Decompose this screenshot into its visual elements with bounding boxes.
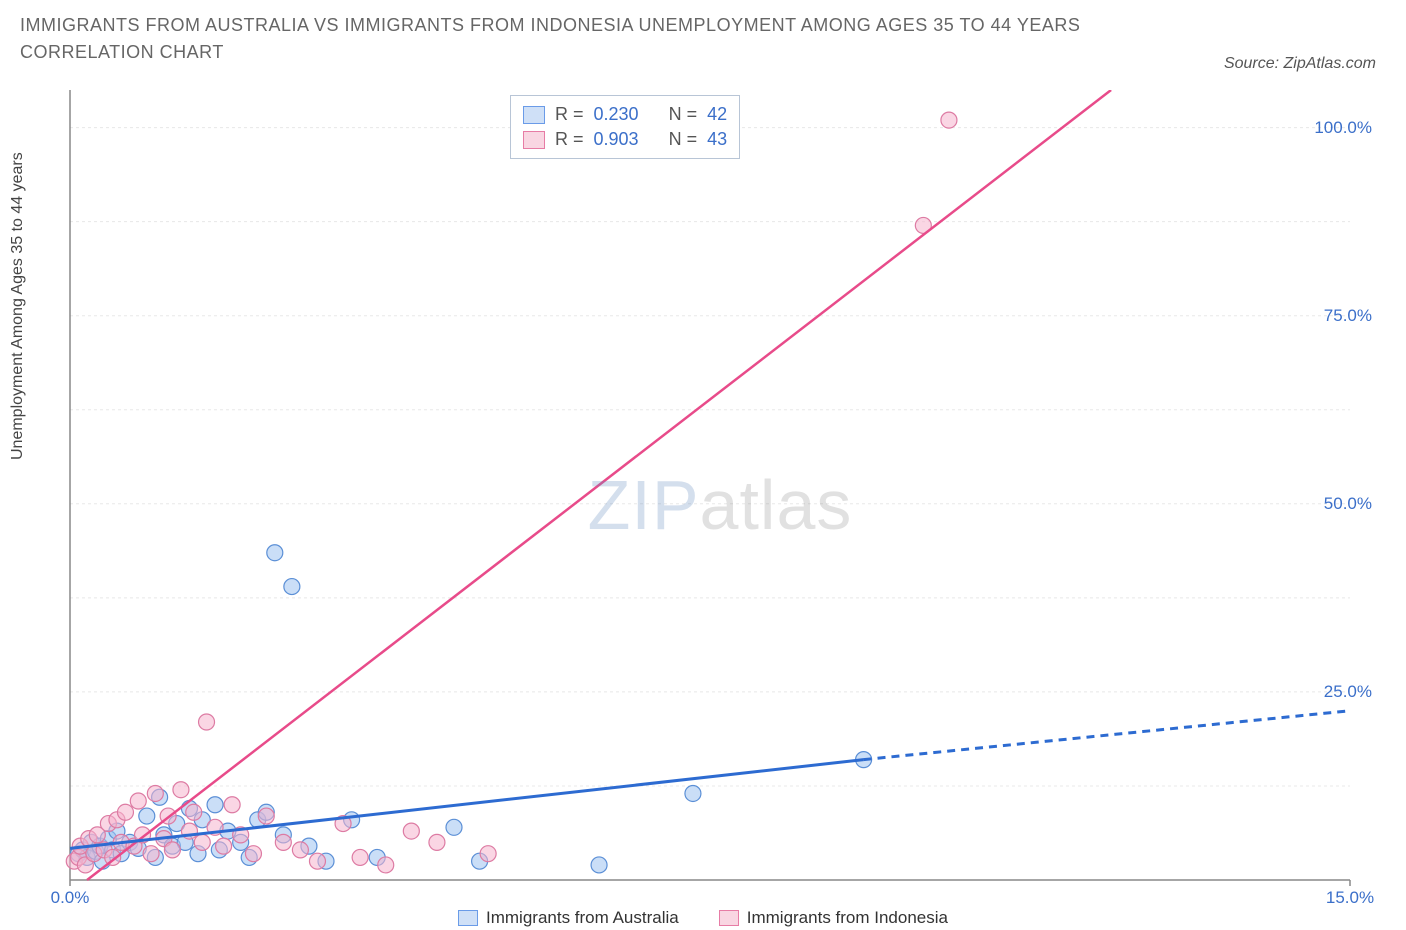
y-axis-label: Unemployment Among Ages 35 to 44 years: [9, 152, 27, 460]
x-tick-label: 0.0%: [51, 888, 90, 908]
stats-row: R = 0.230 N = 42: [523, 102, 727, 127]
legend-item: Immigrants from Indonesia: [719, 908, 948, 928]
stats-r-label: R =: [555, 129, 584, 150]
chart-title-line1: IMMIGRANTS FROM AUSTRALIA VS IMMIGRANTS …: [20, 12, 1386, 39]
scatter-plot: [60, 90, 1360, 890]
source-attribution: Source: ZipAtlas.com: [1224, 55, 1376, 73]
stats-n-value: 43: [707, 129, 727, 150]
series-legend: Immigrants from Australia Immigrants from…: [458, 908, 948, 928]
stats-r-value: 0.230: [594, 104, 639, 125]
y-tick-label: 25.0%: [1324, 682, 1372, 702]
stats-swatch: [523, 106, 545, 124]
y-tick-label: 75.0%: [1324, 306, 1372, 326]
stats-row: R = 0.903 N = 43: [523, 127, 727, 152]
stats-n-label: N =: [669, 104, 698, 125]
chart-title-line2: CORRELATION CHART: [20, 39, 1386, 66]
y-tick-label: 100.0%: [1314, 118, 1372, 138]
x-tick-label: 15.0%: [1326, 888, 1374, 908]
legend-swatch: [458, 910, 478, 926]
y-tick-label: 50.0%: [1324, 494, 1372, 514]
legend-swatch: [719, 910, 739, 926]
legend-label: Immigrants from Australia: [486, 908, 679, 928]
legend-label: Immigrants from Indonesia: [747, 908, 948, 928]
stats-n-label: N =: [669, 129, 698, 150]
chart-title-block: IMMIGRANTS FROM AUSTRALIA VS IMMIGRANTS …: [0, 0, 1406, 70]
correlation-stats-box: R = 0.230 N = 42 R = 0.903 N = 43: [510, 95, 740, 159]
legend-item: Immigrants from Australia: [458, 908, 679, 928]
stats-r-value: 0.903: [594, 129, 639, 150]
stats-r-label: R =: [555, 104, 584, 125]
stats-swatch: [523, 131, 545, 149]
chart-container: ZIPatlas R =0.230N =42R =0.903N =43 25.0…: [60, 90, 1380, 920]
stats-n-value: 42: [707, 104, 727, 125]
